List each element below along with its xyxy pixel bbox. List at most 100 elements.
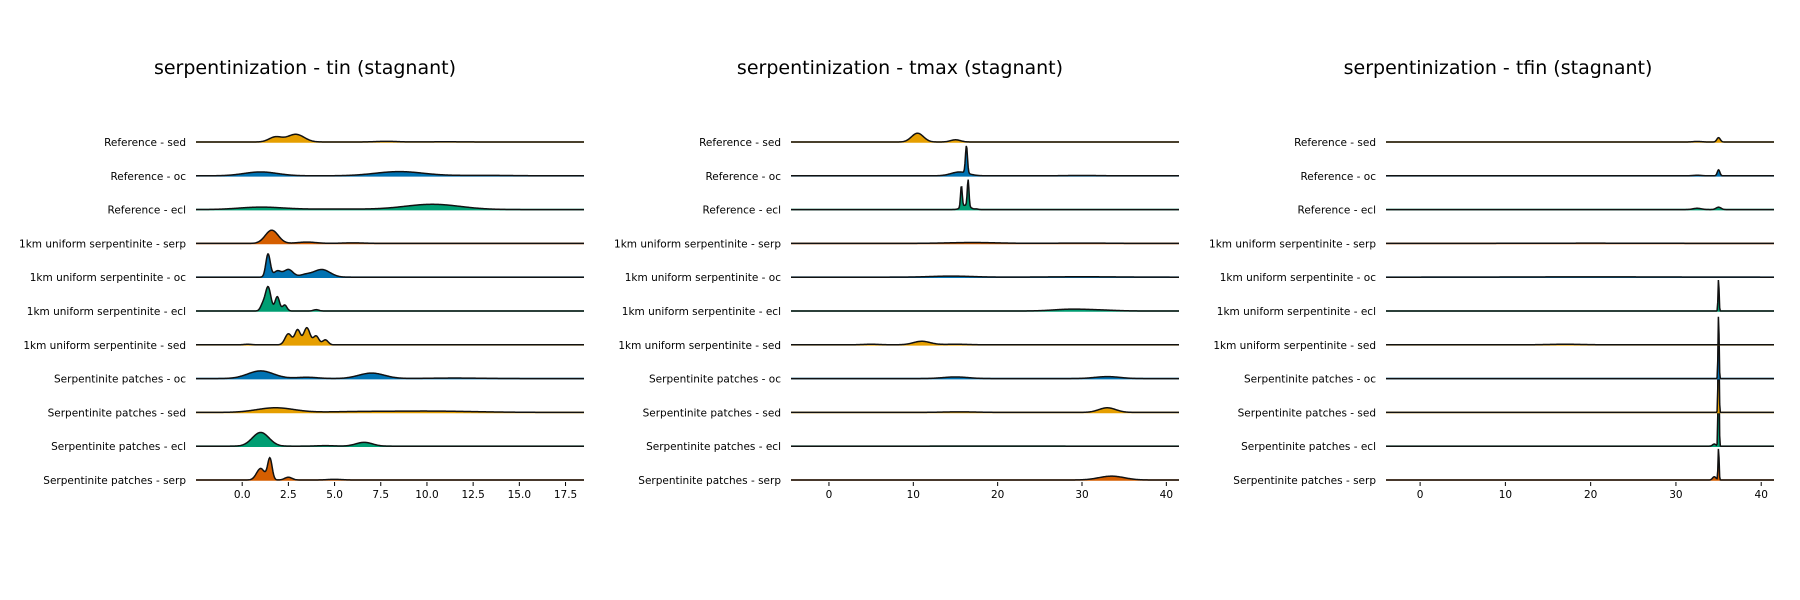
series-label: Reference - ecl: [1298, 205, 1377, 217]
series-label: Serpentinite patches - oc: [1244, 374, 1376, 386]
series-label: 1km uniform serpentinite - ecl: [27, 306, 186, 318]
ridge-series: [791, 475, 1179, 481]
series-label: Serpentinite patches - serp: [43, 475, 186, 487]
x-tick-label: 40: [1160, 489, 1173, 501]
chart-title: serpentinization - tin (stagnant): [154, 57, 456, 79]
ridge-series: [196, 285, 584, 312]
x-tick-label: 20: [1584, 489, 1597, 501]
ridge-outline: [791, 340, 1179, 346]
ridge-area: [196, 286, 584, 311]
ridge-outline: [791, 179, 1179, 211]
series-label: 1km uniform serpentinite - oc: [1220, 272, 1376, 284]
ridge-outline: [1386, 316, 1774, 380]
ridge-series: [1386, 206, 1774, 211]
x-tick-label: 15.0: [508, 489, 531, 501]
ridge-area: [791, 376, 1179, 379]
ridge-series: [196, 407, 584, 414]
ridge-area: [791, 133, 1179, 142]
ridge-outline: [195, 203, 584, 211]
series-label: 1km uniform serpentinite - serp: [1209, 238, 1376, 250]
ridge-series: [196, 229, 584, 245]
ridgeline-panel-1: serpentinization - tin (stagnant) Referen…: [19, 57, 584, 501]
ridge-series: [1386, 343, 1774, 448]
ridge-area: [196, 134, 584, 142]
series-label: Serpentinite patches - sed: [1238, 407, 1376, 419]
ridge-outline: [1386, 448, 1774, 481]
ridgeline-panel-2: serpentinization - tmax (stagnant) Refere…: [614, 57, 1179, 501]
series-label: Reference - ecl: [108, 205, 187, 217]
series-label: 1km uniform serpentinite - ecl: [1217, 306, 1376, 318]
ridge-outline: [196, 407, 584, 414]
x-tick-label: 12.5: [461, 489, 484, 501]
ridge-series: [791, 340, 1179, 346]
ridge-series: [791, 241, 1179, 245]
ridge-outline: [791, 241, 1179, 245]
ridge-outline: [1386, 329, 1774, 414]
ridge-outline: [791, 308, 1179, 312]
ridge-outline: [791, 475, 1179, 481]
series-label: Reference - sed: [104, 137, 186, 149]
ridge-area: [791, 476, 1179, 480]
ridge-series: [1386, 316, 1774, 380]
series-label: Serpentinite patches - oc: [649, 374, 781, 386]
ridge-outline: [791, 375, 1179, 380]
ridge-outline: [791, 145, 1179, 177]
x-tick-label: 10: [907, 489, 920, 501]
ridge-outline: [196, 133, 584, 143]
ridge-area: [1386, 316, 1774, 379]
x-tick-label: 17.5: [554, 489, 577, 501]
series-label: Reference - oc: [705, 171, 781, 183]
ridge-series: [196, 431, 584, 448]
series-label: 1km uniform serpentinite - serp: [614, 238, 781, 250]
ridge-series: [1386, 280, 1774, 312]
series-label: 1km uniform serpentinite - oc: [625, 272, 781, 284]
ridge-series: [791, 132, 1179, 143]
x-tick-label: 5.0: [326, 489, 343, 501]
series-label: Reference - sed: [699, 137, 781, 149]
ridge-series: [791, 275, 1179, 279]
ridge-series: [1386, 168, 1774, 177]
x-tick-label: 30: [1669, 489, 1682, 501]
ridge-series: [791, 179, 1179, 211]
ridge-series: [196, 456, 584, 481]
ridge-area: [791, 407, 1179, 413]
ridge-series: [1386, 343, 1774, 346]
series-label: 1km uniform serpentinite - oc: [30, 272, 186, 284]
x-tick-label: 0: [826, 489, 833, 501]
ridge-series: [196, 253, 584, 279]
ridge-outline: [196, 370, 584, 380]
ridge-outline: [1386, 168, 1774, 177]
series-label: 1km uniform serpentinite - sed: [618, 340, 781, 352]
ridge-area: [196, 171, 584, 176]
ridge-outline: [1386, 136, 1774, 143]
ridge-outline: [1386, 206, 1774, 211]
series-label: Reference - oc: [1300, 171, 1376, 183]
series-label: Serpentinite patches - serp: [638, 475, 781, 487]
series-label: 1km uniform serpentinite - ecl: [622, 306, 781, 318]
ridge-outline: [791, 275, 1179, 278]
series-label: Serpentinite patches - oc: [54, 374, 186, 386]
ridge-outline: [1386, 280, 1774, 312]
series-label: Serpentinite patches - sed: [643, 407, 781, 419]
series-label: Reference - ecl: [703, 205, 782, 217]
chart-title: serpentinization - tfin (stagnant): [1344, 57, 1653, 79]
ridge-area: [196, 432, 584, 447]
ridge-outline: [196, 326, 584, 346]
series-label: Serpentinite patches - ecl: [646, 441, 781, 453]
series-label: Serpentinite patches - ecl: [1241, 441, 1376, 453]
series-label: 1km uniform serpentinite - serp: [19, 238, 186, 250]
ridge-area: [1386, 329, 1774, 413]
ridge-outline: [1386, 343, 1774, 447]
ridge-area: [196, 254, 584, 278]
ridge-series: [196, 326, 584, 346]
ridge-outline: [196, 456, 584, 481]
x-tick-label: 7.5: [372, 489, 389, 501]
series-label: Serpentinite patches - ecl: [51, 441, 186, 453]
ridge-outline: [196, 253, 584, 278]
ridge-series: [195, 203, 584, 211]
ridge-area: [1386, 343, 1774, 447]
x-tick-label: 10.0: [415, 489, 438, 501]
series-label: 1km uniform serpentinite - sed: [23, 340, 186, 352]
ridge-series: [196, 370, 584, 380]
